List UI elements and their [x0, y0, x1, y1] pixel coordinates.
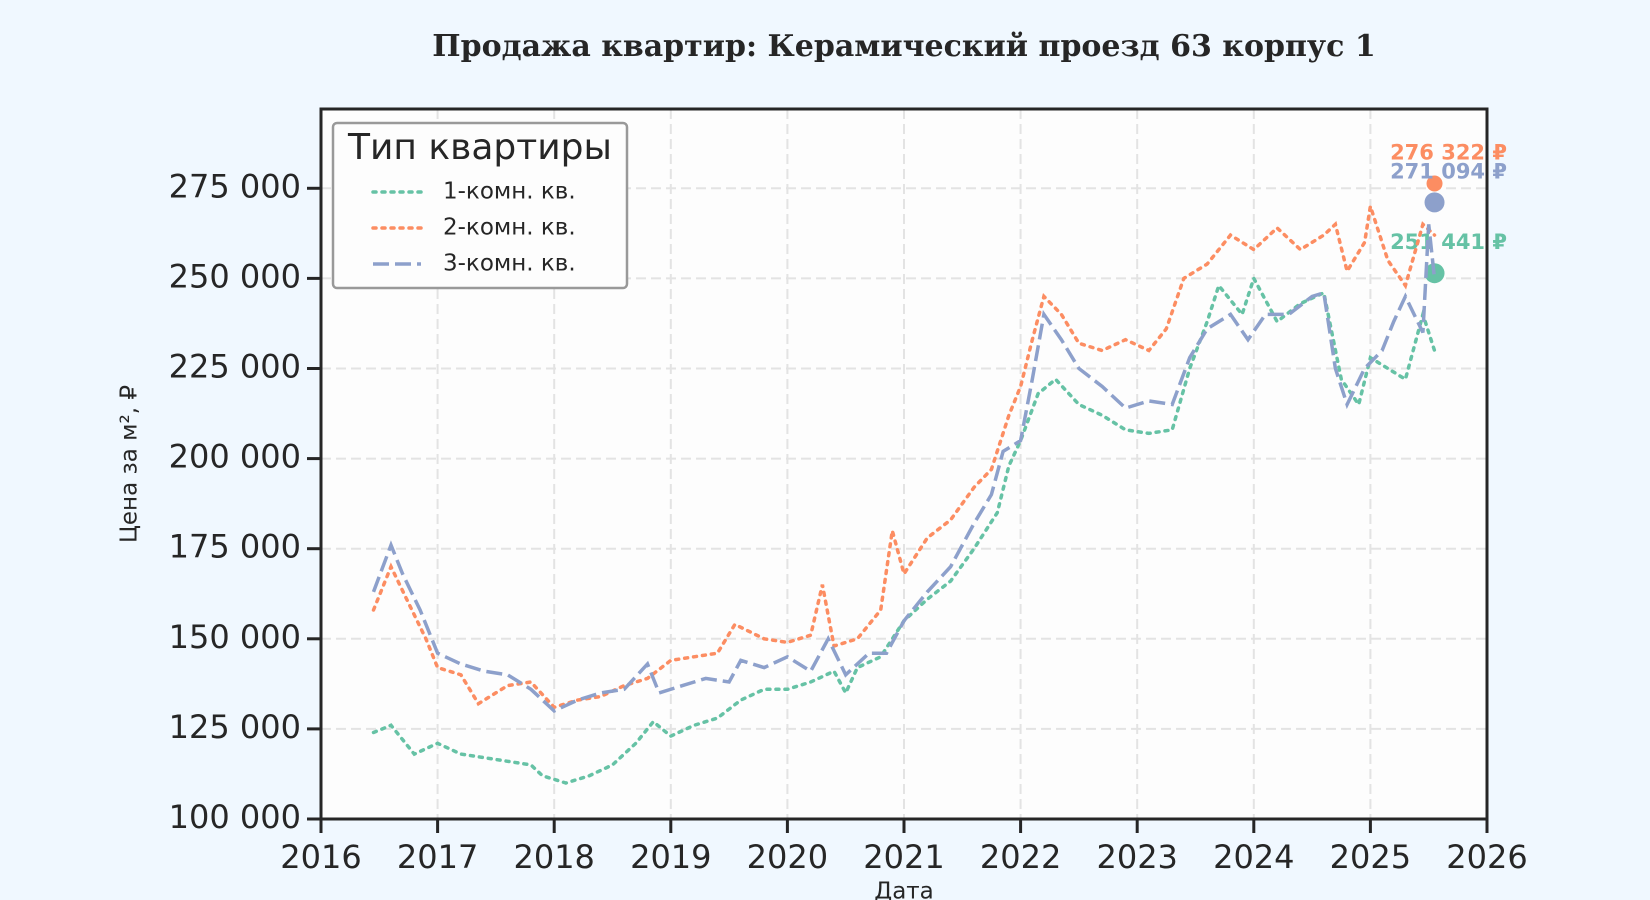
y-tick-label: 250 000 [169, 257, 301, 295]
x-tick-label: 2025 [1330, 838, 1411, 876]
y-axis-label: Цена за м², ₽ [117, 385, 143, 543]
last-point [1424, 192, 1445, 213]
series-line [371, 224, 1437, 713]
y-tick-label: 125 000 [169, 708, 301, 746]
x-tick-label: 2021 [863, 838, 944, 876]
x-tick-label: 2019 [630, 838, 711, 876]
x-tick-label: 2017 [397, 838, 478, 876]
y-tick-label: 200 000 [169, 438, 301, 476]
y-tick-label: 100 000 [169, 798, 301, 836]
x-axis-label: Дата [874, 879, 934, 900]
legend-title: Тип квартиры [347, 127, 612, 168]
legend: Тип квартиры 1-комн. кв. 2-комн. кв. 3-комн… [331, 121, 629, 290]
y-tick-label: 175 000 [169, 528, 301, 566]
x-tick-label: 2022 [980, 838, 1061, 876]
last-point [1426, 175, 1443, 192]
series-line [371, 273, 1437, 785]
ticks: 100 000 125 000 150 000 175 000 200 000 225 0… [169, 167, 1528, 876]
x-tick-label: 2020 [747, 838, 828, 876]
series-line [371, 205, 1437, 710]
x-tick-label: 2026 [1446, 838, 1527, 876]
x-tick-label: 2016 [280, 838, 361, 876]
x-tick-label: 2024 [1213, 838, 1294, 876]
last-value-label: 271 094 ₽ [1390, 159, 1507, 183]
y-tick-label: 275 000 [169, 167, 301, 205]
legend-label: 3-комн. кв. [443, 251, 576, 277]
chart-title: Продажа квартир: Керамический проезд 63 … [432, 29, 1375, 64]
legend-box [331, 121, 629, 290]
x-tick-label: 2018 [513, 838, 594, 876]
legend-label: 2-комн. кв. [443, 215, 576, 241]
y-tick-label: 225 000 [169, 347, 301, 385]
legend-label: 1-комн. кв. [443, 179, 576, 205]
last-value-label: 251 441 ₽ [1390, 230, 1507, 254]
y-tick-label: 150 000 [169, 618, 301, 656]
x-tick-label: 2023 [1096, 838, 1177, 876]
